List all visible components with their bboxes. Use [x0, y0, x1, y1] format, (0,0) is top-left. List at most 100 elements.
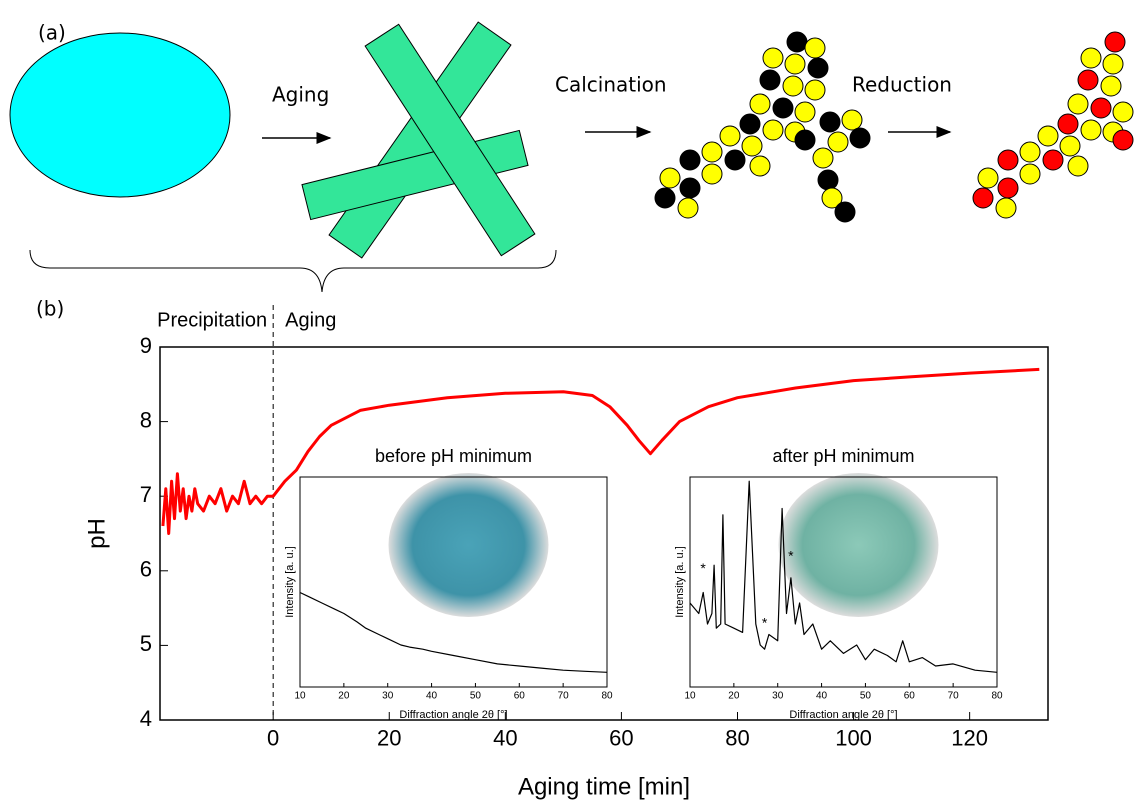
sample-photo	[389, 473, 549, 617]
figure: (a) Aging Calcination Reduction (b) 0 20 4…	[0, 0, 1136, 809]
particle	[725, 150, 745, 170]
particle	[805, 80, 825, 100]
step-label: Reduction	[852, 73, 952, 97]
particle	[978, 168, 998, 188]
x-tick-label: 40	[816, 691, 828, 702]
particle	[813, 148, 833, 168]
annotation: *	[788, 548, 794, 564]
particle	[1103, 54, 1123, 74]
annotation: *	[700, 560, 706, 576]
particle	[998, 178, 1018, 198]
particle	[1068, 156, 1088, 176]
x-tick-label: 0	[267, 726, 279, 751]
particle	[680, 150, 700, 170]
particle	[808, 58, 828, 78]
particle	[750, 156, 770, 176]
step-label: Calcination	[555, 73, 667, 97]
x-tick-label: 20	[377, 726, 401, 751]
x-axis-label: Diffraction angle 2θ [°]	[789, 709, 897, 721]
particle	[842, 110, 862, 130]
particle	[828, 132, 848, 152]
particle	[835, 202, 855, 222]
particle	[795, 130, 815, 150]
precipitate-shape	[10, 33, 230, 197]
particle	[742, 136, 762, 156]
particle	[1081, 120, 1101, 140]
x-axis-label: Aging time [min]	[518, 773, 690, 800]
brace	[30, 250, 556, 292]
particle	[1078, 70, 1098, 90]
panel-label: (a)	[38, 21, 66, 45]
particle	[787, 32, 807, 52]
x-tick-label: 50	[860, 691, 872, 702]
x-axis-label: Diffraction angle 2θ [°]	[399, 709, 507, 721]
particle	[1043, 150, 1063, 170]
x-tick-label: 120	[951, 726, 988, 751]
x-tick-label: 30	[382, 691, 394, 702]
particle	[1060, 136, 1080, 156]
y-tick-label: 6	[140, 557, 152, 582]
y-axis-label: Intensity [a. u.]	[674, 546, 686, 618]
sample-photo	[779, 473, 939, 617]
x-tick-label: 30	[772, 691, 784, 702]
particle	[1081, 48, 1101, 68]
x-tick-label: 70	[558, 691, 570, 702]
particle	[702, 142, 722, 162]
particle	[655, 188, 675, 208]
particle	[750, 94, 770, 114]
inset-title: before pH minimum	[375, 446, 532, 466]
x-tick-label: 80	[991, 691, 1003, 702]
particle	[973, 188, 993, 208]
x-tick-label: 40	[493, 726, 517, 751]
particle	[678, 198, 698, 218]
y-tick-label: 4	[140, 706, 152, 731]
x-tick-label: 20	[728, 691, 740, 702]
particle	[1020, 164, 1040, 184]
phase-label: Precipitation	[157, 309, 267, 331]
x-tick-label: 60	[904, 691, 916, 702]
step-label: Aging	[272, 83, 329, 107]
x-tick-label: 50	[470, 691, 482, 702]
y-axis-label: Intensity [a. u.]	[284, 546, 296, 618]
x-tick-label: 40	[426, 691, 438, 702]
particle	[805, 38, 825, 58]
particle	[1058, 114, 1078, 134]
y-axis-label: pH	[83, 518, 110, 549]
particle	[996, 198, 1016, 218]
rods	[302, 22, 535, 258]
particle	[760, 70, 780, 90]
particle	[783, 76, 803, 96]
particle	[998, 150, 1018, 170]
y-tick-label: 5	[140, 631, 152, 656]
particle	[1068, 94, 1088, 114]
particle	[720, 126, 740, 146]
particle	[1091, 98, 1111, 118]
particle	[1101, 76, 1121, 96]
x-tick-label: 10	[684, 691, 696, 702]
particle	[1038, 126, 1058, 146]
particle	[818, 170, 838, 190]
x-tick-label: 80	[725, 726, 749, 751]
particle	[1113, 102, 1133, 122]
x-tick-label: 10	[294, 691, 306, 702]
x-tick-label: 70	[948, 691, 960, 702]
particle	[850, 128, 870, 148]
x-tick-label: 60	[609, 726, 633, 751]
particle	[1105, 32, 1125, 52]
particle	[820, 112, 840, 132]
particle	[680, 178, 700, 198]
particle	[763, 120, 783, 140]
y-tick-label: 8	[140, 407, 152, 432]
particle	[773, 98, 793, 118]
particle	[740, 114, 760, 134]
panel-label: (b)	[36, 297, 64, 321]
annotation: *	[762, 615, 768, 631]
particle	[763, 48, 783, 68]
x-tick-label: 20	[338, 691, 350, 702]
particle	[1113, 130, 1133, 150]
y-tick-label: 7	[140, 482, 152, 507]
phase-label: Aging	[285, 309, 336, 331]
particle	[702, 164, 722, 184]
